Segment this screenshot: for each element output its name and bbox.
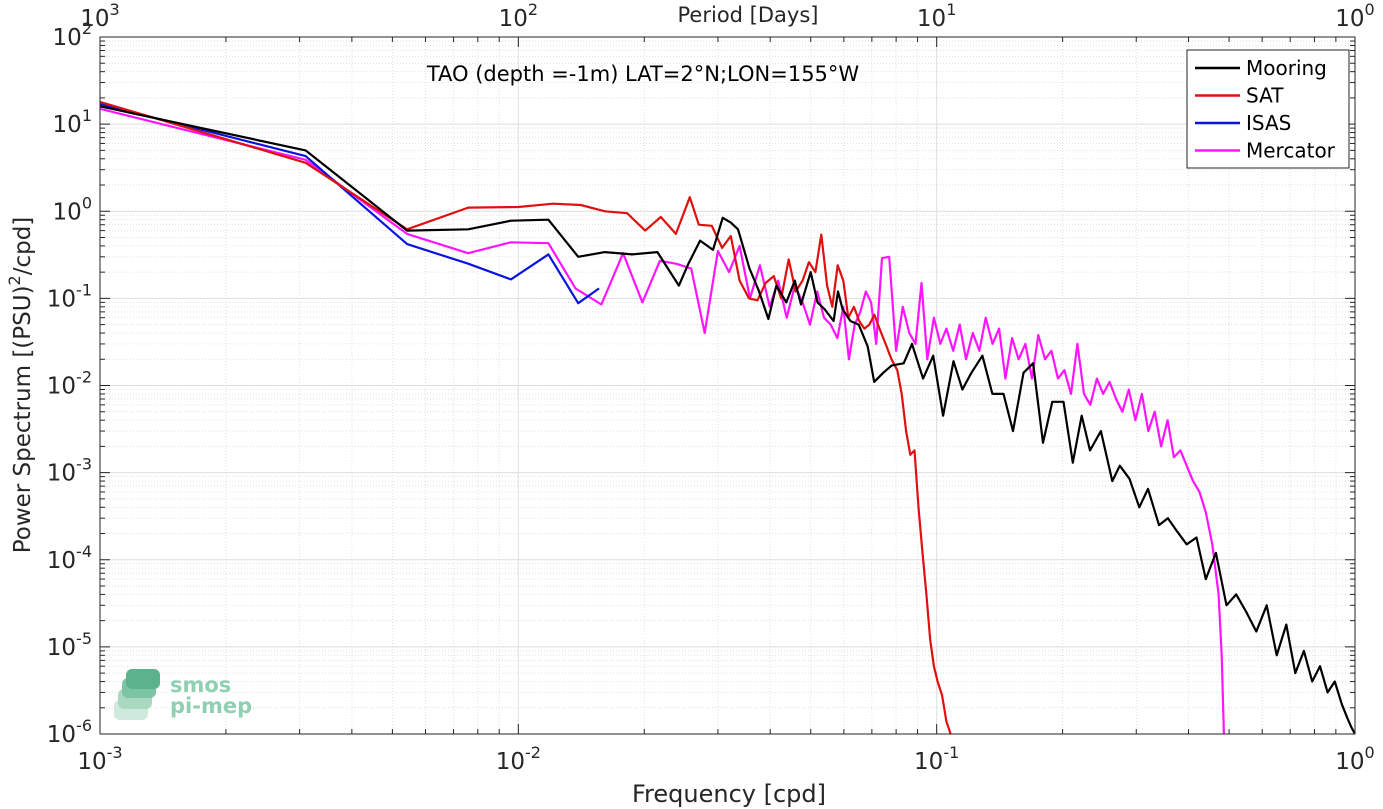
y-tick-label: 102 bbox=[53, 19, 92, 51]
legend-label-mercator: Mercator bbox=[1246, 139, 1336, 163]
y-tick-label: 10-4 bbox=[47, 542, 92, 574]
axis-ticks bbox=[99, 36, 1356, 735]
y-tick-label: 10-3 bbox=[47, 455, 92, 487]
top-tick-label: 102 bbox=[499, 0, 538, 32]
series-line-mooring bbox=[100, 105, 1355, 734]
top-tick-label: 103 bbox=[80, 0, 119, 32]
legend: Mooring SAT ISAS Mercator bbox=[1186, 49, 1350, 169]
y-tick-label: 10-1 bbox=[47, 280, 92, 312]
x-tick-label: 100 bbox=[1335, 743, 1374, 775]
y-tick-label: 10-6 bbox=[47, 716, 92, 748]
y-tick-label: 100 bbox=[53, 193, 92, 225]
x-axis-label: Frequency [cpd] bbox=[632, 780, 826, 808]
y-tick-label: 10-2 bbox=[47, 368, 92, 400]
top-tick-label: 101 bbox=[917, 0, 956, 32]
logo-text-smos: smos bbox=[170, 673, 231, 697]
legend-label-sat: SAT bbox=[1246, 84, 1284, 108]
logo-text-pi-mep: pi-mep bbox=[170, 694, 252, 718]
top-tick-label: 100 bbox=[1335, 0, 1374, 32]
x-tick-label: 10-1 bbox=[914, 743, 959, 775]
legend-label-mooring: Mooring bbox=[1246, 56, 1327, 80]
series-line-isas bbox=[100, 102, 600, 305]
logo-stripes-icon bbox=[114, 669, 160, 720]
smos-pi-mep-logo: smos pi-mep bbox=[114, 669, 252, 720]
y-tick-label: 101 bbox=[53, 106, 92, 138]
x-tick-label: 10-2 bbox=[496, 743, 541, 775]
series-line-sat bbox=[100, 100, 952, 734]
series-layer bbox=[100, 100, 1355, 734]
x-tick-label: 10-3 bbox=[77, 743, 122, 775]
legend-box bbox=[1186, 49, 1350, 169]
series-line-mercator bbox=[100, 107, 1225, 734]
legend-label-isas: ISAS bbox=[1246, 111, 1291, 135]
chart-title: TAO (depth =-1m) LAT=2°N;LON=155°W bbox=[426, 62, 860, 86]
y-tick-label: 10-5 bbox=[47, 629, 92, 661]
y-axis-label: Power Spectrum [(PSU)2/cpd] bbox=[5, 217, 36, 554]
top-axis-label: Period [Days] bbox=[678, 3, 819, 27]
